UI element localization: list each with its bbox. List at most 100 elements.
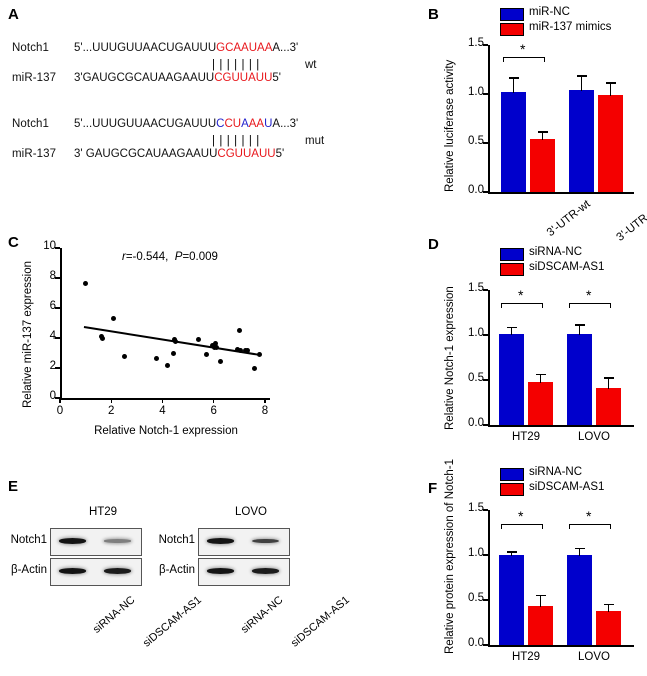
sig-bracket-right-1 (609, 303, 611, 308)
errorbar-0-1 (539, 373, 542, 383)
r-symbol: r (122, 251, 126, 263)
panel-b: B 0.0 0.5 1.0 1.5 Relative luciferase activi… (420, 0, 647, 244)
panel-a-mut-duplex: Notch1 5'...UUUGUUAACUGAUUU CCUAAAU A...3' … (12, 118, 298, 165)
blot-band-1-1-0 (206, 568, 235, 574)
bar-HT29-siRNANC (499, 334, 524, 425)
panel-a: A Notch1 5'...UUUGUUAACUGAUUU GCAAUAA A...3… (0, 0, 420, 225)
y-tick-4 (55, 277, 60, 279)
sig-bracket-left-0 (501, 524, 503, 529)
x-axis (488, 645, 634, 647)
errorbar-1-1 (609, 82, 612, 96)
scatter-point-6 (165, 363, 171, 369)
errorbar-1-0 (578, 547, 581, 556)
wt-gene-prefix: 5'...UUUGUUAACUGAUUU (74, 42, 217, 54)
mut-basepair-bars: | | | | | | | (212, 135, 260, 147)
errorbar-cap-0-0 (506, 326, 517, 329)
significance-star-1: * (586, 287, 592, 303)
x-axis-label-1: LOVO (578, 431, 610, 443)
y-tick-3 (483, 289, 488, 291)
wt-mir-suffix: 5' (272, 72, 281, 84)
y-tick-3 (483, 509, 488, 511)
mut-seed-base-3: A (241, 118, 249, 130)
x-tick-label-2: 4 (159, 405, 166, 417)
errorbar-cap-0-1 (535, 373, 546, 376)
significance-star-1: * (586, 508, 592, 524)
sig-bracket-1 (569, 524, 611, 526)
sig-bracket-right-0 (541, 524, 543, 529)
bar-3UTRwt-miR137mimics (530, 139, 555, 192)
wt-gene-suffix: A...3' (272, 42, 299, 54)
panel-a-wt-duplex: Notch1 5'...UUUGUUAACUGAUUU GCAAUAA A...3' … (12, 42, 298, 89)
wt-gene-name: Notch1 (12, 42, 50, 54)
sig-bracket-0 (501, 303, 543, 305)
wt-gene-seed: GCAAUAA (216, 42, 273, 54)
sig-bracket-1 (569, 303, 611, 305)
legend-swatch-1 (500, 23, 524, 36)
y-tick-label-1: 2 (49, 360, 56, 372)
y-tick-3 (483, 44, 488, 46)
x-axis-label-0: HT29 (511, 651, 541, 663)
errorbar-0-0 (510, 326, 513, 336)
y-tick-label-0: 0.0 (468, 417, 484, 429)
x-axis-title: Relative Notch-1 expression (94, 425, 238, 437)
legend-swatch-0 (500, 468, 524, 481)
blot-lane-label-1-0: siRNA-NC (238, 594, 285, 636)
errorbar-1-1 (607, 603, 610, 612)
x-axis-label-0: HT29 (511, 431, 541, 443)
scatter-point-20 (242, 347, 248, 353)
blot-row-name-0-1: β-Actin (10, 564, 47, 576)
y-tick-1 (483, 599, 488, 601)
scatter-point-15 (214, 345, 220, 351)
x-tick-label-1: 2 (108, 405, 115, 417)
y-axis (60, 248, 62, 399)
y-tick-label-3: 1.5 (468, 282, 484, 294)
y-axis (488, 290, 490, 426)
blot-band-0-0-1 (103, 539, 132, 543)
errorbar-1-0 (578, 324, 581, 336)
y-axis (488, 510, 490, 646)
y-axis-title: Relative miR-137 expression (22, 260, 34, 408)
scatter-point-5 (154, 355, 160, 361)
y-axis (488, 45, 490, 193)
errorbar-cap-1-0 (576, 75, 587, 77)
significance-star-0: * (518, 287, 524, 303)
r-value: =-0.544, (125, 251, 169, 263)
errorbar-cap-0-0 (506, 551, 517, 553)
y-tick-label-0: 0 (49, 390, 56, 402)
panel-d: D 0.0 0.5 1.0 1.5 Relative Notch-1 expressio… (420, 230, 647, 458)
blot-band-1-1-1 (251, 568, 280, 574)
panel-f-label: F (428, 480, 438, 497)
blot-band-0-1-0 (58, 568, 87, 574)
x-axis (488, 192, 634, 194)
sig-bracket-0 (503, 57, 545, 59)
scatter-point-17 (237, 327, 243, 333)
bar-LOVO-siRNANC (567, 334, 592, 425)
scatter-point-11 (203, 352, 209, 358)
blot-row-name-0-0: Notch1 (10, 534, 47, 546)
legend-label-1: siDSCAM-AS1 (529, 261, 605, 273)
blot-row-name-1-1: β-Actin (158, 564, 195, 576)
x-tick-2 (161, 398, 164, 403)
p-value: =0.009 (182, 251, 218, 263)
scatter-point-7 (170, 351, 176, 357)
mut-seed-base-4: A (248, 118, 257, 130)
mut-gene-row: Notch1 5'...UUUGUUAACUGAUUU CCUAAAU A...3' (12, 118, 298, 135)
y-tick-1 (483, 379, 488, 381)
blot-title-0: HT29 (88, 506, 118, 518)
scatter-point-0 (83, 281, 89, 287)
errorbar-cap-1-0 (574, 324, 585, 326)
errorbar-cap-0-1 (537, 131, 548, 133)
bar-3UTRwt-miRNC (501, 92, 526, 192)
mut-seed-base-1: C (224, 118, 233, 130)
y-tick-0 (483, 191, 488, 193)
y-tick-label-1: 0.5 (468, 592, 484, 604)
wt-mir-row: miR-137 3'GAUGCGCAUAAGAAUU CGUUAUU 5' (12, 72, 298, 89)
legend-swatch-0 (500, 248, 524, 261)
x-tick-1 (110, 398, 112, 403)
scatter-point-4 (121, 353, 127, 359)
significance-star-0: * (518, 508, 524, 524)
mut-gene-name: Notch1 (12, 118, 50, 130)
errorbar-cap-1-1 (605, 82, 616, 84)
blot-band-1-0-0 (206, 538, 235, 544)
y-tick-5 (55, 247, 60, 249)
